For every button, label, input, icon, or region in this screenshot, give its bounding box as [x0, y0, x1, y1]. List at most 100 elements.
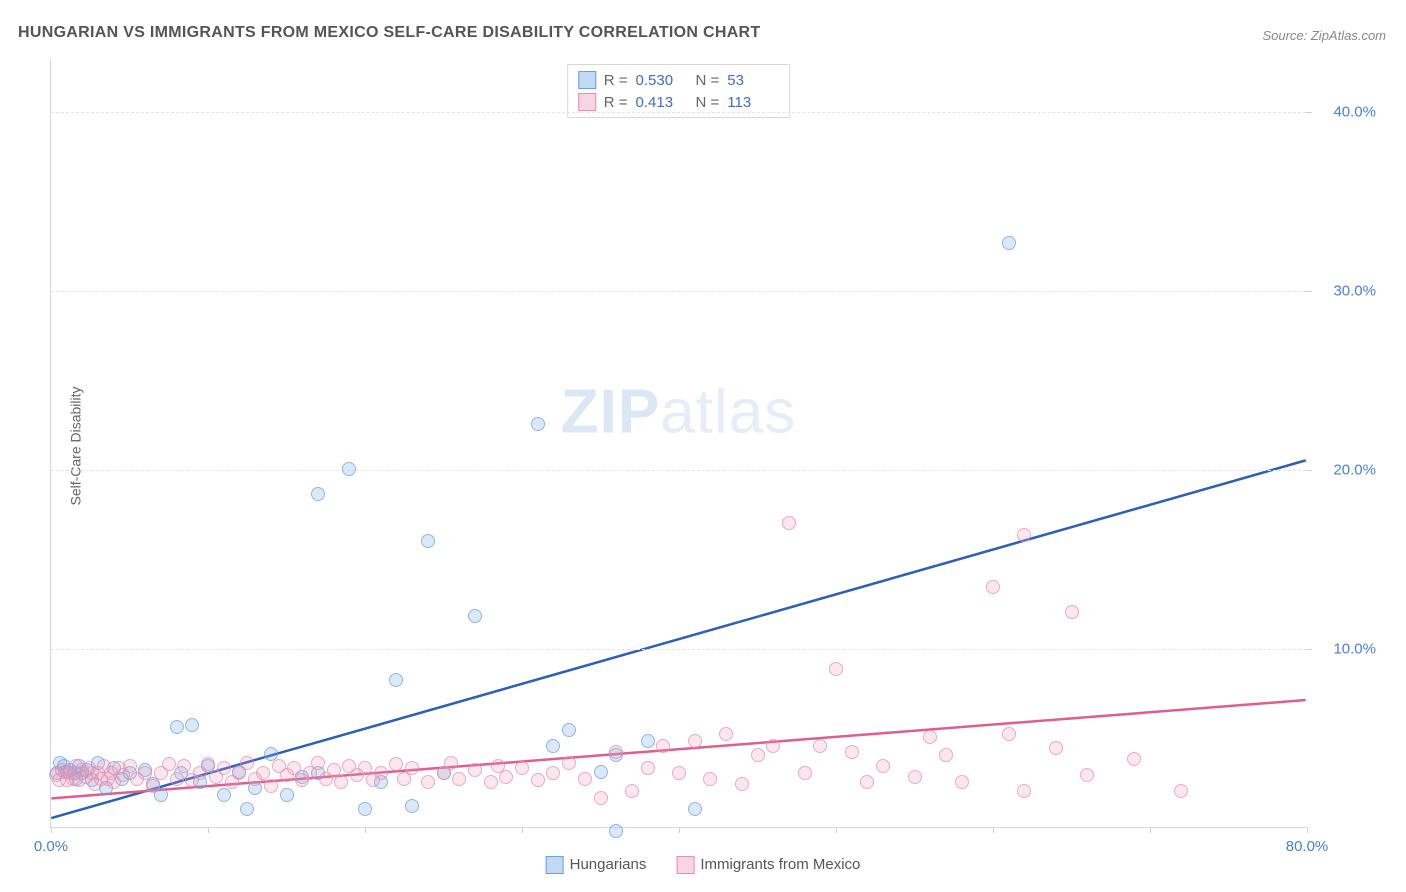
scatter-point	[342, 462, 356, 476]
scatter-point	[625, 784, 639, 798]
scatter-point	[162, 757, 176, 771]
legend-r-label: R =	[604, 94, 628, 111]
scatter-point	[146, 779, 160, 793]
scatter-point	[405, 799, 419, 813]
scatter-point	[177, 759, 191, 773]
scatter-point	[531, 773, 545, 787]
trend-lines	[51, 58, 1306, 827]
scatter-point	[170, 720, 184, 734]
scatter-point	[672, 766, 686, 780]
legend-item: Immigrants from Mexico	[676, 856, 860, 874]
source-credit: Source: ZipAtlas.com	[1262, 28, 1386, 43]
scatter-point	[468, 609, 482, 623]
scatter-point	[594, 791, 608, 805]
scatter-point	[311, 487, 325, 501]
scatter-point	[860, 775, 874, 789]
scatter-point	[311, 756, 325, 770]
scatter-point	[217, 761, 231, 775]
scatter-point	[594, 765, 608, 779]
scatter-point	[280, 788, 294, 802]
scatter-point	[170, 772, 184, 786]
scatter-point	[468, 763, 482, 777]
scatter-point	[939, 748, 953, 762]
legend-r-value: 0.413	[636, 94, 688, 111]
scatter-point	[876, 759, 890, 773]
scatter-point	[609, 745, 623, 759]
scatter-point	[719, 727, 733, 741]
scatter-point	[444, 756, 458, 770]
legend-n-value: 53	[727, 72, 779, 89]
legend-swatch	[546, 856, 564, 874]
scatter-point	[908, 770, 922, 784]
chart-plot-area: ZIPatlas R =0.530N =53R =0.413N =113 10.…	[50, 58, 1306, 828]
scatter-point	[751, 748, 765, 762]
scatter-point	[334, 775, 348, 789]
scatter-point	[609, 824, 623, 838]
legend-n-label: N =	[696, 72, 720, 89]
legend-label: Immigrants from Mexico	[700, 856, 860, 873]
scatter-point	[562, 756, 576, 770]
scatter-point	[546, 766, 560, 780]
scatter-point	[766, 739, 780, 753]
scatter-point	[217, 788, 231, 802]
scatter-point	[452, 772, 466, 786]
legend-r-value: 0.530	[636, 72, 688, 89]
scatter-point	[562, 723, 576, 737]
legend-swatch	[676, 856, 694, 874]
legend-stats-row: R =0.530N =53	[578, 69, 780, 91]
scatter-point	[923, 730, 937, 744]
xtick-label: 0.0%	[34, 838, 68, 855]
legend-item: Hungarians	[546, 856, 647, 874]
legend-stats-row: R = 0.413 N = 113	[578, 91, 780, 113]
scatter-point	[484, 775, 498, 789]
scatter-point	[845, 745, 859, 759]
scatter-point	[515, 761, 529, 775]
scatter-point	[389, 757, 403, 771]
ytick-label: 40.0%	[1333, 103, 1376, 120]
scatter-point	[798, 766, 812, 780]
trend-line	[51, 700, 1305, 798]
watermark: ZIPatlas	[561, 376, 796, 447]
scatter-point	[986, 580, 1000, 594]
scatter-point	[578, 772, 592, 786]
scatter-point	[782, 516, 796, 530]
legend-label: Hungarians	[570, 856, 647, 873]
scatter-point	[829, 662, 843, 676]
scatter-point	[1002, 236, 1016, 250]
scatter-point	[240, 802, 254, 816]
scatter-point	[1127, 752, 1141, 766]
scatter-point	[735, 777, 749, 791]
gridline-h	[51, 291, 1306, 292]
scatter-point	[641, 761, 655, 775]
scatter-point	[1017, 784, 1031, 798]
scatter-point	[358, 802, 372, 816]
ytick-label: 30.0%	[1333, 282, 1376, 299]
scatter-point	[499, 770, 513, 784]
chart-title: HUNGARIAN VS IMMIGRANTS FROM MEXICO SELF…	[18, 24, 761, 42]
scatter-point	[421, 775, 435, 789]
scatter-point	[1080, 768, 1094, 782]
scatter-point	[1065, 605, 1079, 619]
legend-swatch	[578, 93, 596, 111]
scatter-point	[421, 534, 435, 548]
legend-swatch	[578, 71, 596, 89]
scatter-point	[264, 779, 278, 793]
xtick-label: 80.0%	[1286, 838, 1329, 855]
gridline-h	[51, 649, 1306, 650]
gridline-h	[51, 470, 1306, 471]
ytick-label: 10.0%	[1333, 640, 1376, 657]
scatter-point	[955, 775, 969, 789]
scatter-point	[1002, 727, 1016, 741]
scatter-point	[1049, 741, 1063, 755]
gridline-h	[51, 112, 1306, 113]
scatter-point	[531, 417, 545, 431]
scatter-point	[1174, 784, 1188, 798]
scatter-point	[405, 761, 419, 775]
scatter-point	[641, 734, 655, 748]
scatter-point	[703, 772, 717, 786]
scatter-point	[546, 739, 560, 753]
scatter-point	[688, 734, 702, 748]
scatter-point	[389, 673, 403, 687]
legend-n-value: 113	[727, 94, 779, 111]
legend-n-label: N =	[696, 94, 720, 111]
